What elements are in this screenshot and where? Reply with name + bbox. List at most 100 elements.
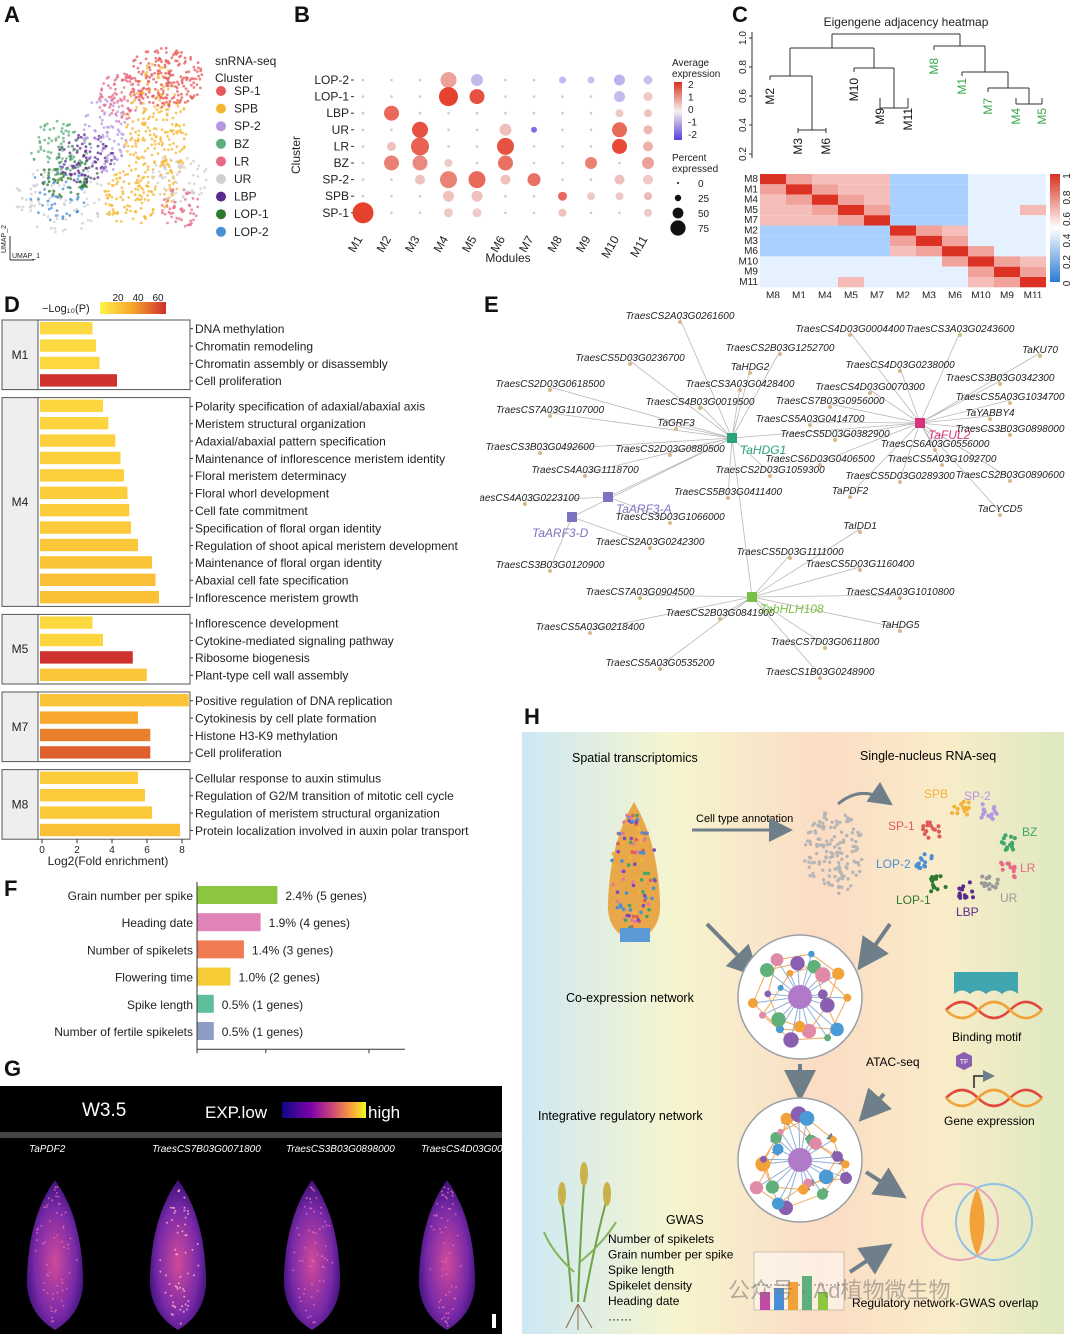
umap-point [133,99,136,102]
heatmap-cell-m2-m2 [890,226,916,236]
umap-point [146,96,149,99]
dendro-leaf-m1: M1 [955,78,969,95]
gray-cell [854,861,857,864]
umap-point [153,72,156,75]
gray-cell [818,823,821,826]
go-bar [40,417,108,429]
pct-legend-title-2: expressed [672,164,718,175]
umap-point [158,175,161,178]
umap-point [154,50,157,53]
network-node [759,1012,766,1019]
umap-point [58,193,61,196]
gray-cell [856,831,859,834]
spike-point [446,1273,448,1275]
network-node [817,1189,828,1200]
umap-point [155,164,158,167]
dot-spb-m8 [558,192,567,201]
umap-point [103,190,106,193]
umap-point [135,181,138,184]
umap-point [132,154,135,157]
umap-point [65,168,68,171]
overlap-venn [922,1184,1032,1260]
umap-point [37,150,40,153]
spike-point [179,1309,181,1311]
gene-label: TraesCS5A03G0218400 [536,622,645,633]
heatmap-col-m11: M11 [1024,290,1043,298]
gray-cell [854,840,857,843]
go-term-label: Protein localization involved in auxin p… [195,824,469,838]
umap-point [180,51,183,54]
spike-point [444,1186,446,1188]
gwas-bar-label: 1.9% (4 genes) [269,916,350,930]
umap-point [165,47,168,50]
gray-cell [823,811,826,814]
umap-point [176,99,179,102]
spike-point [171,1219,173,1221]
umap-point [124,174,127,177]
umap-point [152,209,155,212]
umap-point [140,207,143,210]
umap-point [85,185,88,188]
spike-point [306,1197,308,1199]
dot-bz-m9 [585,157,597,169]
background-dot [390,95,393,98]
spike-point [313,1260,315,1262]
spike-point [187,1213,189,1215]
gwas-x-tick-label: 5% [366,1054,384,1056]
umap-point [183,166,186,169]
heatmap-cell-m11-m11 [1020,277,1046,287]
go-bar [40,824,180,836]
umap-point [61,149,64,152]
spatial-spot [625,822,629,826]
umap-point [171,97,174,100]
go-term-label: Histone H3-K9 methylation [195,729,338,743]
umap-point [137,89,140,92]
umap-point [42,176,45,179]
heatmap-cell-m10-m6 [942,256,968,266]
gene-label: TraesCS5D03G1160400 [806,559,915,570]
pct-dot-75 [670,220,685,235]
expression-divider [0,1132,502,1138]
spike-point [179,1287,181,1289]
umap-point [172,188,175,191]
spike-point [309,1198,311,1200]
umap-point [117,143,120,146]
annotation-label: Cell type annotation [696,813,793,825]
dot-sp-2-m11 [643,175,653,185]
dot-lop-2-m9 [588,77,595,84]
gene-label: TraesCS3B03G0120900 [496,560,605,571]
umap-point [161,204,164,207]
umap-point [158,99,161,102]
umap-point [154,57,157,60]
umap-point [137,188,140,191]
row-label-bz: BZ [334,156,349,170]
integrative-network [738,1098,862,1222]
gray-cell [833,826,836,829]
umap-point [172,117,175,120]
go-term-label: Adaxial/abaxial pattern specification [195,434,386,448]
background-dot [504,95,507,98]
umap-point [122,170,125,173]
gray-cell [846,888,849,891]
heatmap-cell-m8-m7 [864,174,890,184]
wheat-plant-graphic [544,1162,616,1330]
background-dot [447,112,450,115]
go-term-label: Inflorescence development [195,616,339,630]
cluster-cell-sp-1 [933,828,937,832]
hub-label-taarf3a: TaARF3-A [616,502,672,516]
go-bar [40,322,93,334]
umap-point [32,184,35,187]
network-node [798,1184,808,1194]
umap-point [185,87,188,90]
umap-point [186,157,189,160]
umap-point [43,188,46,191]
umap-point [142,163,145,166]
spike-gene-label: TaPDF2 [29,1144,66,1155]
gwas-bar [197,995,214,1013]
gray-cell [828,861,831,864]
row-label-lbp: LBP [326,106,349,120]
gene-label: TraesCS4A03G0223100 [480,493,580,504]
umap-point [122,198,125,201]
spike-point [313,1211,315,1213]
